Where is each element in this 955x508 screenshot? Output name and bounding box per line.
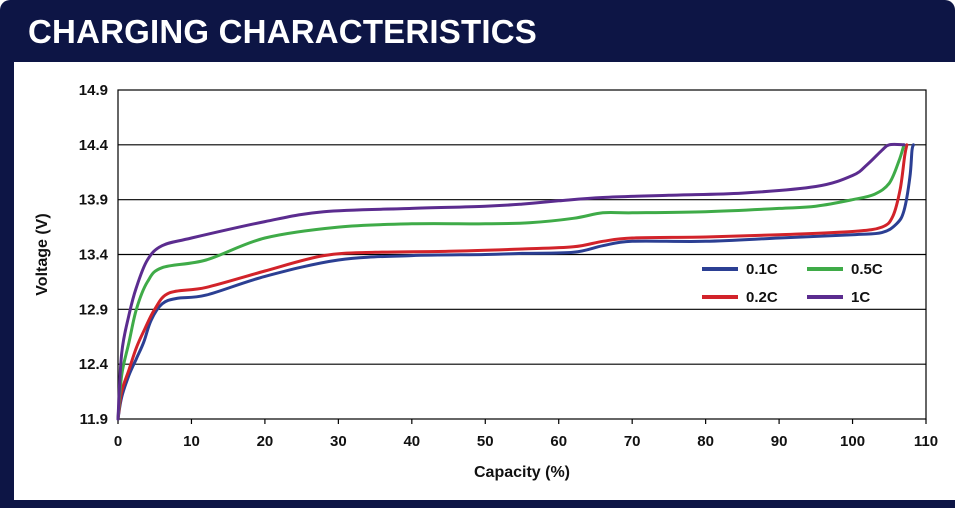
x-tick-label: 0 xyxy=(114,433,122,450)
legend-label-0_1C: 0.1C xyxy=(746,261,778,278)
x-tick-label: 100 xyxy=(840,433,865,450)
y-tick-label: 13.4 xyxy=(79,247,109,264)
chart-header: CHARGING CHARACTERISTICS xyxy=(0,0,955,62)
series-line-1C xyxy=(116,142,906,421)
legend-label-1C: 1C xyxy=(851,289,870,306)
y-axis-title: Voltage (V) xyxy=(34,213,51,295)
x-tick-label: 90 xyxy=(771,433,788,450)
y-tick-label: 14.4 xyxy=(79,137,109,154)
series-line-0_1C xyxy=(116,143,915,421)
series-line-0_2C xyxy=(116,143,909,421)
legend-label-0_5C: 0.5C xyxy=(851,261,883,278)
y-tick-label: 12.4 xyxy=(79,356,109,373)
x-tick-label: 20 xyxy=(257,433,274,450)
x-tick-label: 10 xyxy=(183,433,200,450)
legend-label-0_2C: 0.2C xyxy=(746,289,778,306)
series-line-0_5C xyxy=(116,143,906,421)
x-tick-label: 70 xyxy=(624,433,641,450)
x-tick-label: 80 xyxy=(697,433,714,450)
charging-characteristics-chart: 11.9 12.4 12.9 13.4 13.9 14.4 14.9 0 10 20 30 40 50 6… xyxy=(34,82,938,481)
y-tick-label: 14.9 xyxy=(79,82,108,99)
x-tick-label: 50 xyxy=(477,433,494,450)
x-tick-label: 60 xyxy=(550,433,567,450)
x-axis-title: Capacity (%) xyxy=(474,464,570,481)
y-tick-label: 12.9 xyxy=(79,301,108,318)
y-tick-label: 11.9 xyxy=(80,411,108,428)
chart-title: CHARGING CHARACTERISTICS xyxy=(28,13,537,50)
y-tick-label: 13.9 xyxy=(79,192,108,209)
x-tick-label: 40 xyxy=(403,433,420,450)
x-tick-label: 110 xyxy=(914,433,938,450)
x-tick-label: 30 xyxy=(330,433,347,450)
chart-panel: 11.9 12.4 12.9 13.4 13.9 14.4 14.9 0 10 20 30 40 50 6… xyxy=(14,62,955,500)
